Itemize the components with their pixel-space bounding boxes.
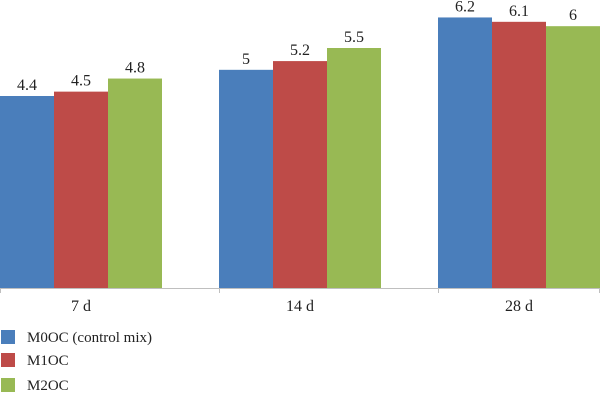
bar-7d-series-3 [108, 78, 162, 288]
legend-label: M0OC (control mix) [27, 330, 152, 346]
bar-28d-series-1 [438, 17, 492, 288]
bar-14d-series-1 [219, 69, 273, 289]
x-axis: 7 d 14 d 28 d [0, 288, 600, 315]
bar-7d-series-1 [0, 96, 54, 288]
bar-28d-series-2 [492, 21, 546, 289]
x-tick-label: 14 d [286, 298, 314, 315]
data-label: 5.5 [344, 29, 364, 46]
data-label: 5.2 [290, 42, 310, 59]
bar-28d-series-3 [546, 26, 600, 288]
data-label: 6.2 [455, 0, 475, 15]
data-label: 6 [569, 7, 577, 24]
data-label: 6.1 [509, 3, 529, 20]
legend-swatch [1, 353, 15, 367]
bar-14d-series-3 [327, 48, 381, 288]
data-label: 5 [242, 51, 250, 68]
legend-label: M2OC [27, 378, 69, 394]
bar-14d-series-2 [273, 61, 327, 288]
x-tick-label: 28 d [505, 298, 533, 315]
legend-swatch [1, 330, 15, 344]
bar-7d-series-2 [54, 91, 108, 289]
legend: M0OC (control mix) M1OC M2OC [1, 330, 152, 394]
data-label: 4.4 [17, 77, 37, 94]
x-tick-label: 7 d [71, 298, 91, 315]
data-labels-layer: 4.4 4.5 4.8 5 5.2 5.5 6.2 6.1 6 [17, 0, 577, 94]
data-label: 4.5 [71, 73, 91, 90]
bars-layer [0, 17, 600, 289]
legend-swatch [1, 378, 15, 392]
legend-label: M1OC [27, 353, 69, 369]
data-label: 4.8 [125, 60, 145, 77]
